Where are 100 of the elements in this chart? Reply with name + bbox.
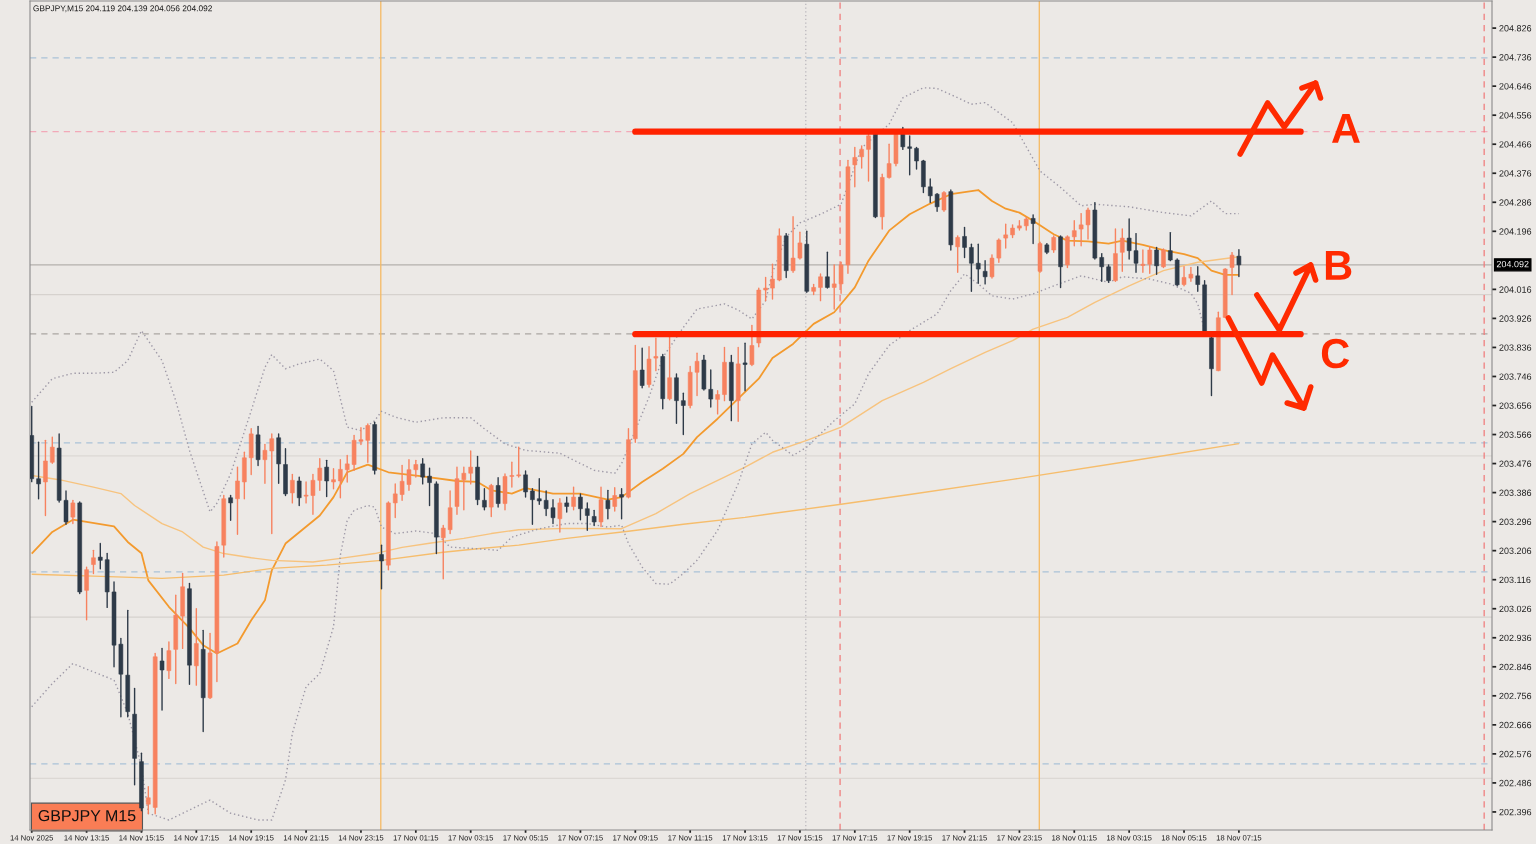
candlestick: [338, 458, 343, 499]
y-tick-label: 202.666: [1499, 721, 1532, 729]
y-tick-label: 202.936: [1499, 634, 1532, 642]
y-tick-label: 202.576: [1499, 750, 1532, 758]
candlestick: [585, 502, 590, 532]
y-tick-label: 203.386: [1499, 489, 1532, 496]
y-tick-label: 204.286: [1499, 199, 1532, 206]
annotation: C: [1321, 338, 1350, 369]
candlestick: [530, 488, 535, 525]
candlestick: [516, 446, 521, 478]
candlestick: [941, 190, 947, 213]
candlestick: [825, 251, 830, 289]
candlestick: [681, 392, 686, 436]
y-tick-label: 203.746: [1499, 373, 1532, 380]
y-tick-label: 204.196: [1499, 228, 1532, 235]
candlestick: [749, 324, 755, 367]
y-tick-label: 203.026: [1499, 605, 1532, 613]
candlestick: [537, 478, 542, 505]
candlestick: [1072, 219, 1077, 247]
candlestick: [1003, 223, 1008, 249]
y-tick-label: 202.486: [1499, 779, 1532, 787]
y-tick-label: 204.376: [1499, 170, 1532, 177]
y-tick-label: 203.656: [1499, 402, 1532, 409]
candlestick: [715, 389, 720, 415]
y-tick-label: 204.556: [1499, 112, 1532, 119]
candlestick: [770, 263, 775, 300]
candlestick: [1120, 228, 1125, 273]
y-tick-label: 203.476: [1499, 460, 1532, 467]
candlestick: [742, 342, 748, 392]
candlestick: [84, 566, 89, 621]
candlestick: [235, 466, 240, 535]
candlestick: [1154, 246, 1159, 275]
candlestick: [852, 146, 858, 188]
candlestick: [578, 493, 583, 521]
candlestick: [523, 470, 528, 498]
candlestick: [379, 544, 384, 590]
candlestick: [763, 276, 768, 302]
candlestick: [482, 488, 487, 511]
candlestick: [969, 243, 974, 293]
chart-title: GBPJPY,M15 204.119 204.139 204.056 204.092: [33, 5, 212, 13]
candlestick: [557, 498, 563, 533]
y-tick-label: 203.926: [1499, 315, 1532, 322]
candlestick: [146, 786, 151, 815]
candlestick: [98, 542, 103, 570]
line-series: [31, 87, 1240, 513]
y-tick-label: 203.566: [1499, 431, 1532, 438]
candlestick: [248, 428, 254, 476]
candlestick: [489, 483, 494, 518]
candlestick: [818, 273, 823, 302]
candlestick: [571, 486, 576, 511]
candlestick: [290, 473, 295, 504]
candlestick: [43, 439, 48, 517]
candlestick: [159, 647, 165, 711]
candlestick: [955, 235, 960, 273]
candlestick: [468, 450, 473, 485]
y-tick-label: 204.646: [1499, 83, 1532, 90]
candlestick: [228, 494, 233, 522]
candlestick: [914, 146, 919, 170]
candlestick: [420, 458, 425, 485]
y-tick-label: 203.836: [1499, 344, 1532, 351]
y-tick-label: 202.846: [1499, 663, 1532, 671]
candlestick: [166, 641, 172, 680]
candlestick: [975, 243, 981, 284]
candlestick: [50, 436, 55, 464]
candlestick: [1236, 249, 1242, 278]
y-tick-label: 202.396: [1499, 808, 1532, 816]
y-tick-label: 203.206: [1499, 547, 1532, 555]
y-tick-label: 204.016: [1499, 286, 1532, 293]
candlestick: [194, 608, 199, 686]
annotation: A: [1331, 114, 1360, 143]
candlestick: [324, 459, 329, 498]
candlestick: [605, 489, 611, 520]
line-series: [30, 189, 1240, 655]
annotation: GBPJPY M15: [38, 809, 136, 822]
candlestick: [962, 226, 967, 259]
candlestick: [982, 259, 988, 285]
candlestick: [1229, 251, 1235, 296]
candlestick: [639, 347, 645, 389]
candlestick: [91, 549, 96, 575]
candlestick: [427, 467, 432, 507]
candlestick: [907, 135, 912, 176]
candlestick: [296, 476, 302, 507]
y-tick-label: 204.466: [1499, 141, 1532, 148]
candlestick: [1161, 248, 1166, 269]
candlestick: [1195, 266, 1201, 293]
y-tick-label: 203.296: [1499, 518, 1532, 525]
candlestick: [36, 441, 41, 500]
annotation: B: [1325, 251, 1352, 280]
candlestick: [495, 477, 501, 508]
candlestick: [70, 499, 76, 525]
y-tick-label: 203.116: [1499, 576, 1531, 584]
candlestick: [612, 487, 617, 512]
candlestick: [331, 468, 336, 490]
line-series: [31, 442, 1240, 580]
candlestick: [1030, 214, 1036, 245]
y-tick-label: 204.826: [1499, 25, 1532, 32]
ref-line-label: 204.092: [1496, 260, 1529, 268]
candlestick: [674, 373, 679, 424]
candlestick: [1168, 231, 1173, 262]
y-tick-label: 202.756: [1499, 692, 1532, 700]
